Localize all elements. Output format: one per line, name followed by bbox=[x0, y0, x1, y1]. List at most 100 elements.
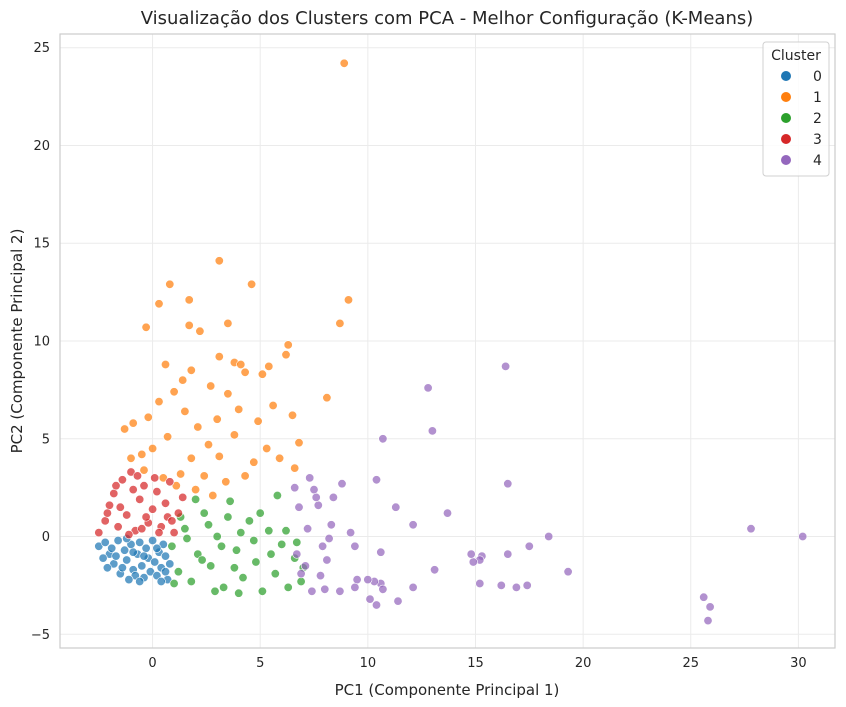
data-point bbox=[135, 537, 145, 547]
data-point bbox=[522, 580, 532, 590]
data-point bbox=[137, 524, 147, 534]
legend-box bbox=[762, 41, 830, 177]
data-point bbox=[117, 475, 127, 485]
x-tick-label: 30 bbox=[790, 656, 807, 671]
data-point bbox=[124, 575, 134, 585]
y-tick-label: 10 bbox=[33, 335, 50, 350]
data-point bbox=[148, 504, 158, 514]
data-point bbox=[171, 481, 181, 491]
data-point bbox=[180, 524, 190, 534]
data-point bbox=[238, 573, 248, 583]
data-point bbox=[111, 551, 121, 561]
data-point bbox=[152, 487, 162, 497]
data-point bbox=[193, 422, 203, 432]
data-point bbox=[206, 381, 216, 391]
data-point bbox=[408, 582, 418, 592]
data-point bbox=[186, 453, 196, 463]
x-tick-label: 15 bbox=[467, 656, 484, 671]
x-tick-labels: 0 5 10 15 20 25 30 bbox=[148, 656, 806, 671]
data-point bbox=[113, 522, 123, 532]
y-tick-label: −5 bbox=[31, 628, 50, 643]
data-point bbox=[287, 410, 297, 420]
series-cluster-1 bbox=[120, 58, 353, 500]
data-point bbox=[234, 588, 244, 598]
legend-items: 0 1 2 3 4 bbox=[781, 69, 822, 169]
data-point bbox=[167, 516, 177, 526]
data-point bbox=[337, 479, 347, 489]
data-point bbox=[100, 537, 110, 547]
data-point bbox=[169, 387, 179, 397]
data-point bbox=[117, 563, 127, 573]
data-point bbox=[305, 473, 315, 483]
data-point bbox=[408, 520, 418, 530]
data-point bbox=[102, 563, 112, 573]
data-point bbox=[247, 279, 257, 289]
data-point bbox=[249, 535, 259, 545]
data-point bbox=[294, 502, 304, 512]
data-point bbox=[262, 443, 272, 453]
data-point bbox=[223, 318, 233, 328]
data-point bbox=[249, 457, 259, 467]
data-point bbox=[339, 58, 349, 68]
data-point bbox=[126, 467, 136, 477]
x-tick-label: 20 bbox=[575, 656, 592, 671]
data-point bbox=[272, 490, 282, 500]
data-point bbox=[346, 528, 356, 538]
data-point bbox=[100, 516, 110, 526]
data-point bbox=[363, 575, 373, 585]
y-tick-label: 20 bbox=[33, 139, 50, 154]
data-point bbox=[109, 488, 119, 498]
x-tick-label: 0 bbox=[148, 656, 156, 671]
data-point bbox=[240, 367, 250, 377]
y-tick-label: 25 bbox=[33, 41, 50, 56]
y-tick-label: 0 bbox=[42, 530, 50, 545]
data-point bbox=[229, 563, 239, 573]
data-point bbox=[234, 404, 244, 414]
data-point bbox=[126, 453, 136, 463]
x-tick-label: 10 bbox=[360, 656, 377, 671]
data-point bbox=[232, 545, 242, 555]
data-point bbox=[208, 490, 218, 500]
data-point bbox=[161, 567, 171, 577]
data-point bbox=[475, 578, 485, 588]
data-point bbox=[173, 567, 183, 577]
data-point bbox=[199, 508, 209, 518]
data-point bbox=[798, 531, 808, 541]
data-point bbox=[148, 443, 158, 453]
data-point bbox=[393, 596, 403, 606]
chart-title: Visualização dos Clusters com PCA - Melh… bbox=[141, 8, 754, 29]
data-point bbox=[105, 500, 115, 510]
legend-marker bbox=[781, 134, 791, 144]
data-point bbox=[501, 361, 511, 371]
data-point bbox=[303, 524, 313, 534]
legend-label: 0 bbox=[813, 69, 822, 85]
data-point bbox=[167, 541, 177, 551]
data-point bbox=[212, 414, 222, 424]
data-point bbox=[150, 557, 160, 567]
data-point bbox=[343, 295, 353, 305]
legend-marker bbox=[781, 113, 791, 123]
data-point bbox=[225, 496, 235, 506]
legend-label: 2 bbox=[813, 111, 822, 127]
data-point bbox=[320, 584, 330, 594]
data-point bbox=[378, 434, 388, 444]
data-point bbox=[309, 485, 319, 495]
data-point bbox=[128, 418, 138, 428]
legend-title: Cluster bbox=[771, 48, 821, 64]
series-cluster-2 bbox=[167, 490, 308, 598]
data-point bbox=[154, 397, 164, 407]
data-point bbox=[169, 578, 179, 588]
data-point bbox=[210, 586, 220, 596]
data-point bbox=[199, 471, 209, 481]
data-point bbox=[376, 547, 386, 557]
data-point bbox=[111, 481, 121, 491]
y-tick-label: 15 bbox=[33, 237, 50, 252]
data-point bbox=[264, 361, 274, 371]
data-point bbox=[165, 477, 175, 487]
data-point bbox=[352, 575, 362, 585]
data-point bbox=[120, 545, 130, 555]
data-point bbox=[137, 449, 147, 459]
data-point bbox=[102, 508, 112, 518]
data-point bbox=[311, 492, 321, 502]
data-point bbox=[746, 524, 756, 534]
